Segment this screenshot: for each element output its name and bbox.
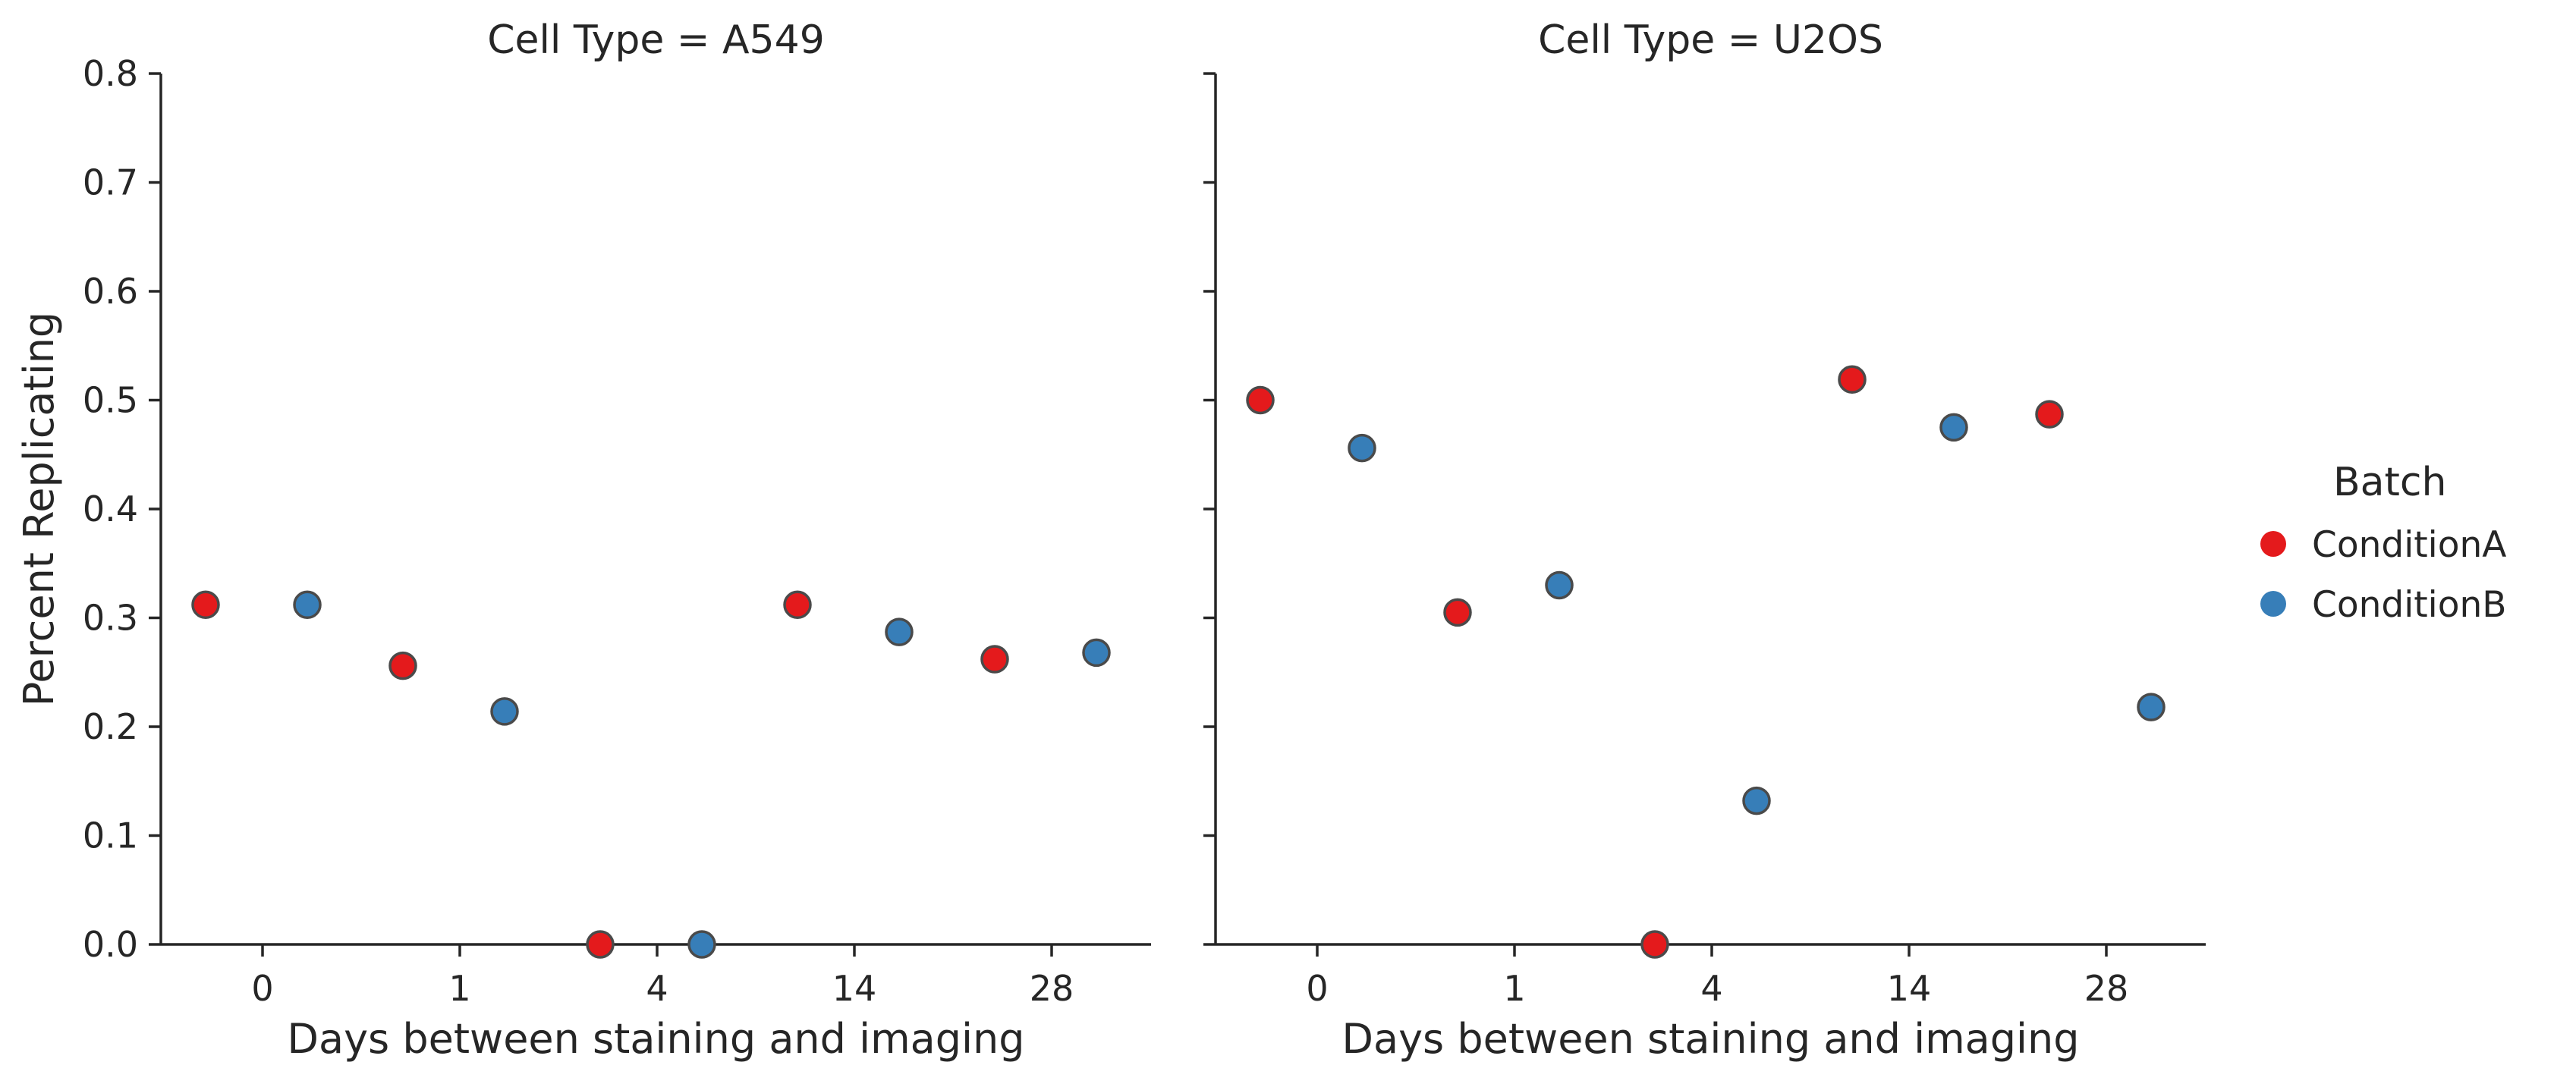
panel-1: Cell Type = A549 0.0 0.1 0.2 0.3 0.4 0.5 0.6 0.7…	[83, 17, 1151, 1063]
y-tick-label: 0.2	[83, 706, 138, 747]
data-point	[1348, 433, 1376, 463]
y-tick-label: 0.1	[83, 815, 138, 856]
legend-label: ConditionA	[2312, 524, 2506, 566]
series-ConditionA	[191, 590, 1009, 959]
legend: Batch ConditionA ConditionB	[2260, 460, 2507, 626]
data-point	[191, 590, 220, 620]
x-tick-label: 14	[832, 968, 877, 1009]
data-point	[1640, 930, 1669, 959]
data-point	[586, 930, 615, 959]
legend-title: Batch	[2333, 460, 2446, 505]
legend-label: ConditionB	[2312, 584, 2507, 626]
data-point	[1939, 413, 1968, 442]
data-point	[1082, 638, 1111, 668]
x-tick-label: 14	[1887, 968, 1932, 1009]
series-ConditionB	[293, 590, 1111, 959]
series-ConditionB	[1348, 413, 2166, 815]
y-tick-label: 0.6	[83, 271, 138, 312]
y-tick-label: 0.0	[83, 924, 138, 965]
data-point	[1742, 786, 1771, 815]
data-point	[293, 590, 322, 620]
x-tick-label: 0	[1306, 968, 1328, 1009]
data-point	[490, 697, 519, 726]
x-tick-label: 28	[1030, 968, 1074, 1009]
data-point	[687, 930, 716, 959]
legend-marker	[2260, 531, 2286, 557]
data-point	[388, 651, 417, 680]
y-tick-label: 0.4	[83, 489, 138, 529]
y-tick-label: 0.8	[83, 53, 138, 94]
data-point	[2035, 400, 2064, 429]
data-point	[1545, 570, 1574, 600]
panels-layer: Cell Type = A549 0.0 0.1 0.2 0.3 0.4 0.5 0.6 0.7…	[15, 17, 2206, 1063]
x-tick-label: 4	[646, 968, 668, 1009]
x-tick-label: 1	[1503, 968, 1525, 1009]
x-axis-label: Days between staining and imaging	[287, 1015, 1024, 1063]
data-point	[2137, 693, 2166, 721]
panel-title: Cell Type = U2OS	[1538, 17, 1883, 63]
data-point	[980, 645, 1009, 674]
x-axis-label: Days between staining and imaging	[1341, 1015, 2079, 1063]
data-point	[885, 617, 914, 646]
panel-title: Cell Type = A549	[487, 17, 825, 63]
data-point	[1838, 365, 1867, 394]
x-tick-label: 0	[251, 968, 273, 1009]
data-point	[1443, 598, 1472, 627]
data-point	[1246, 385, 1275, 415]
legend-marker	[2260, 591, 2286, 617]
y-tick-label: 0.5	[83, 380, 138, 421]
y-axis-label: Percent Replicating	[15, 312, 63, 706]
x-tick-label: 4	[1700, 968, 1722, 1009]
y-tick-label: 0.3	[83, 598, 138, 639]
x-tick-label: 28	[2084, 968, 2129, 1009]
y-tick-label: 0.7	[83, 162, 138, 203]
x-tick-label: 1	[448, 968, 470, 1009]
series-ConditionA	[1246, 365, 2064, 959]
data-point	[783, 590, 812, 620]
